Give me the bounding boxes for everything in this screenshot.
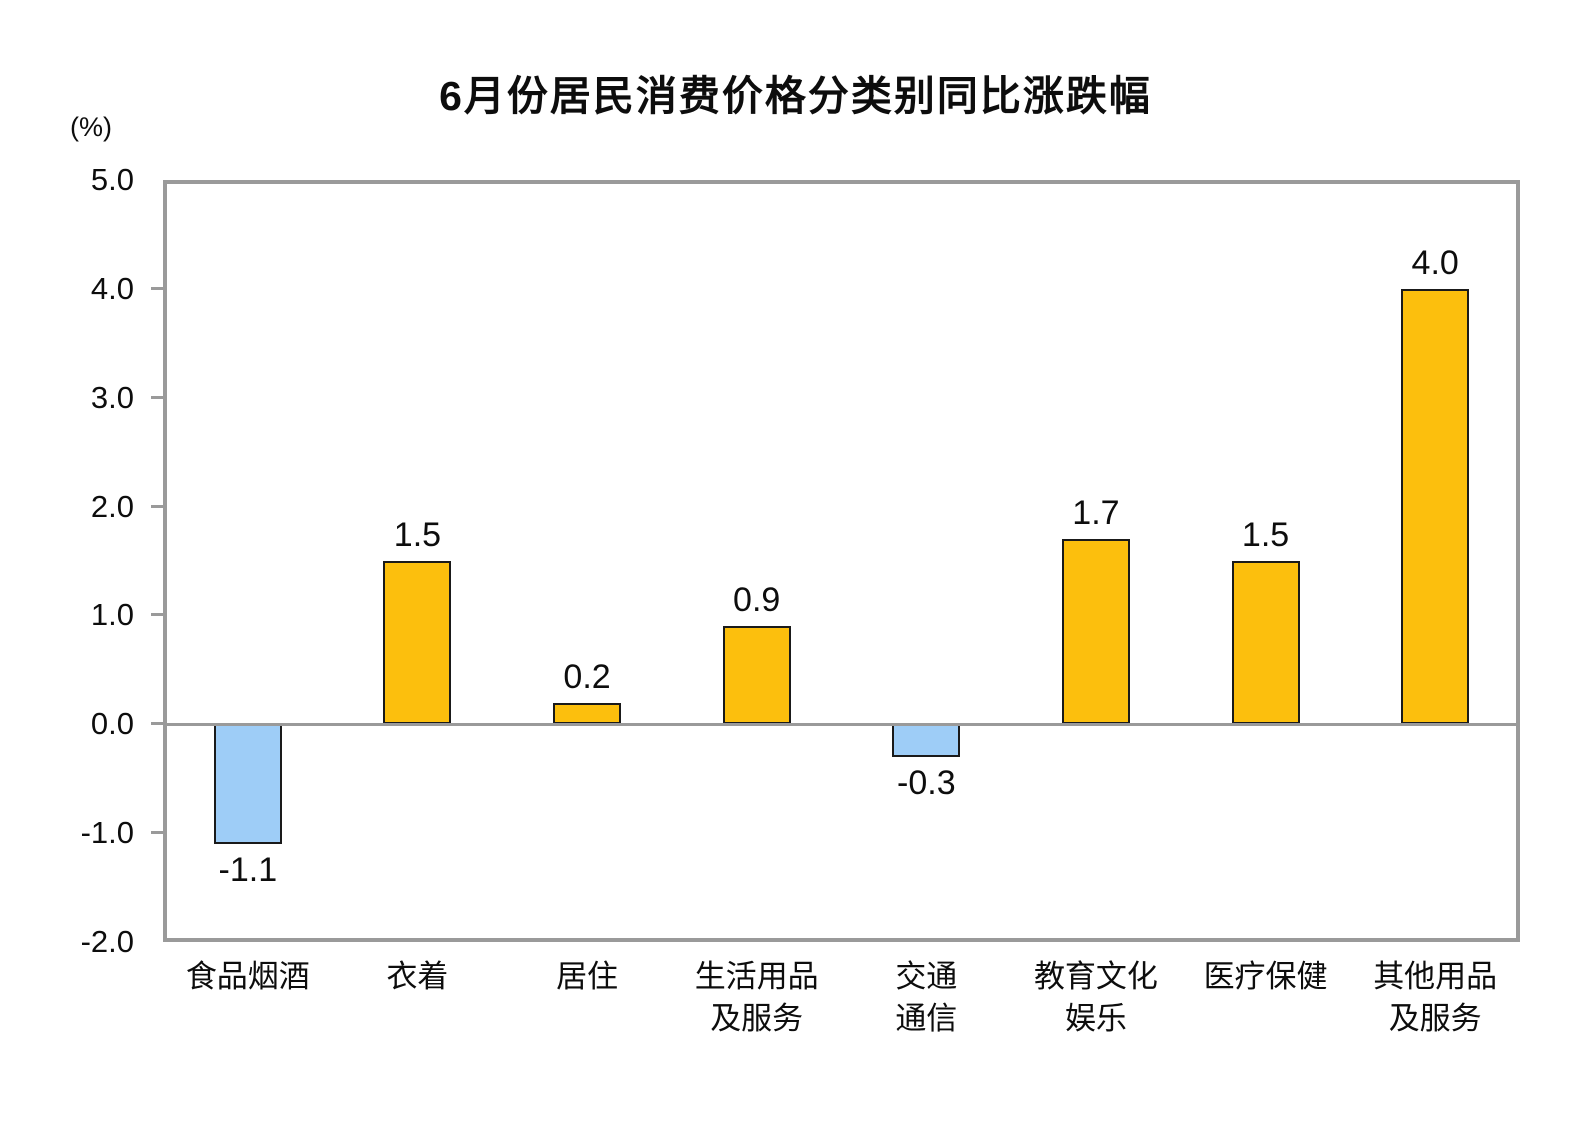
y-axis-tick-label: 5.0: [90, 162, 134, 197]
y-axis-tick-mark: [151, 286, 163, 290]
bar-value-label: 1.5: [393, 516, 442, 554]
y-axis-tick-mark: [151, 395, 163, 399]
zero-baseline: [163, 723, 1520, 727]
data-bar: [383, 561, 452, 725]
x-axis-category-label: 其他用品 及服务: [1373, 959, 1498, 1036]
y-axis-unit-label: (%): [70, 112, 112, 142]
y-axis-tick-label: -1.0: [80, 815, 134, 851]
data-bar: [1061, 539, 1130, 725]
plot-area-frame: [163, 180, 1520, 942]
y-axis-tick-label: -2.0: [80, 924, 134, 959]
y-axis-tick-label: 0.0: [90, 706, 134, 742]
x-axis-category-label: 教育文化 娱乐: [1033, 959, 1158, 1036]
x-axis-category-label: 居住: [556, 959, 619, 994]
y-axis-tick-label: 1.0: [90, 597, 134, 633]
bar-value-label: 0.2: [563, 657, 611, 696]
x-axis-category-label: 医疗保健: [1203, 959, 1328, 994]
data-bar: [892, 724, 961, 757]
x-axis-category-label: 衣着: [386, 959, 449, 994]
y-axis-tick-label: 2.0: [90, 488, 134, 524]
y-axis-tick-label: 4.0: [90, 270, 134, 306]
bar-value-label: 1.7: [1072, 494, 1120, 533]
bar-value-label: -1.1: [218, 851, 278, 890]
x-axis-category-label: 交通 通信: [895, 959, 958, 1036]
x-axis-category-label: 生活用品 及服务: [694, 959, 819, 1036]
bar-value-label: 4.0: [1411, 243, 1459, 282]
data-bar: [553, 702, 622, 725]
y-axis-tick-mark: [151, 722, 163, 726]
data-bar: [1231, 561, 1300, 725]
x-axis-category-label: 食品烟酒: [185, 959, 310, 994]
y-axis-tick-mark: [151, 831, 163, 835]
data-bar: [1401, 288, 1470, 725]
bar-value-label: 0.9: [733, 581, 781, 620]
y-axis-tick-mark: [151, 613, 163, 617]
chart-title: 6月份居民消费价格分类别同比涨跌幅: [439, 73, 1152, 119]
bar-value-label: 1.5: [1241, 516, 1290, 554]
data-bar: [722, 626, 791, 725]
bar-value-label: -0.3: [897, 763, 956, 802]
data-bar: [213, 724, 282, 845]
y-axis-tick-label: 3.0: [90, 379, 134, 415]
y-axis-tick-mark: [151, 504, 163, 508]
